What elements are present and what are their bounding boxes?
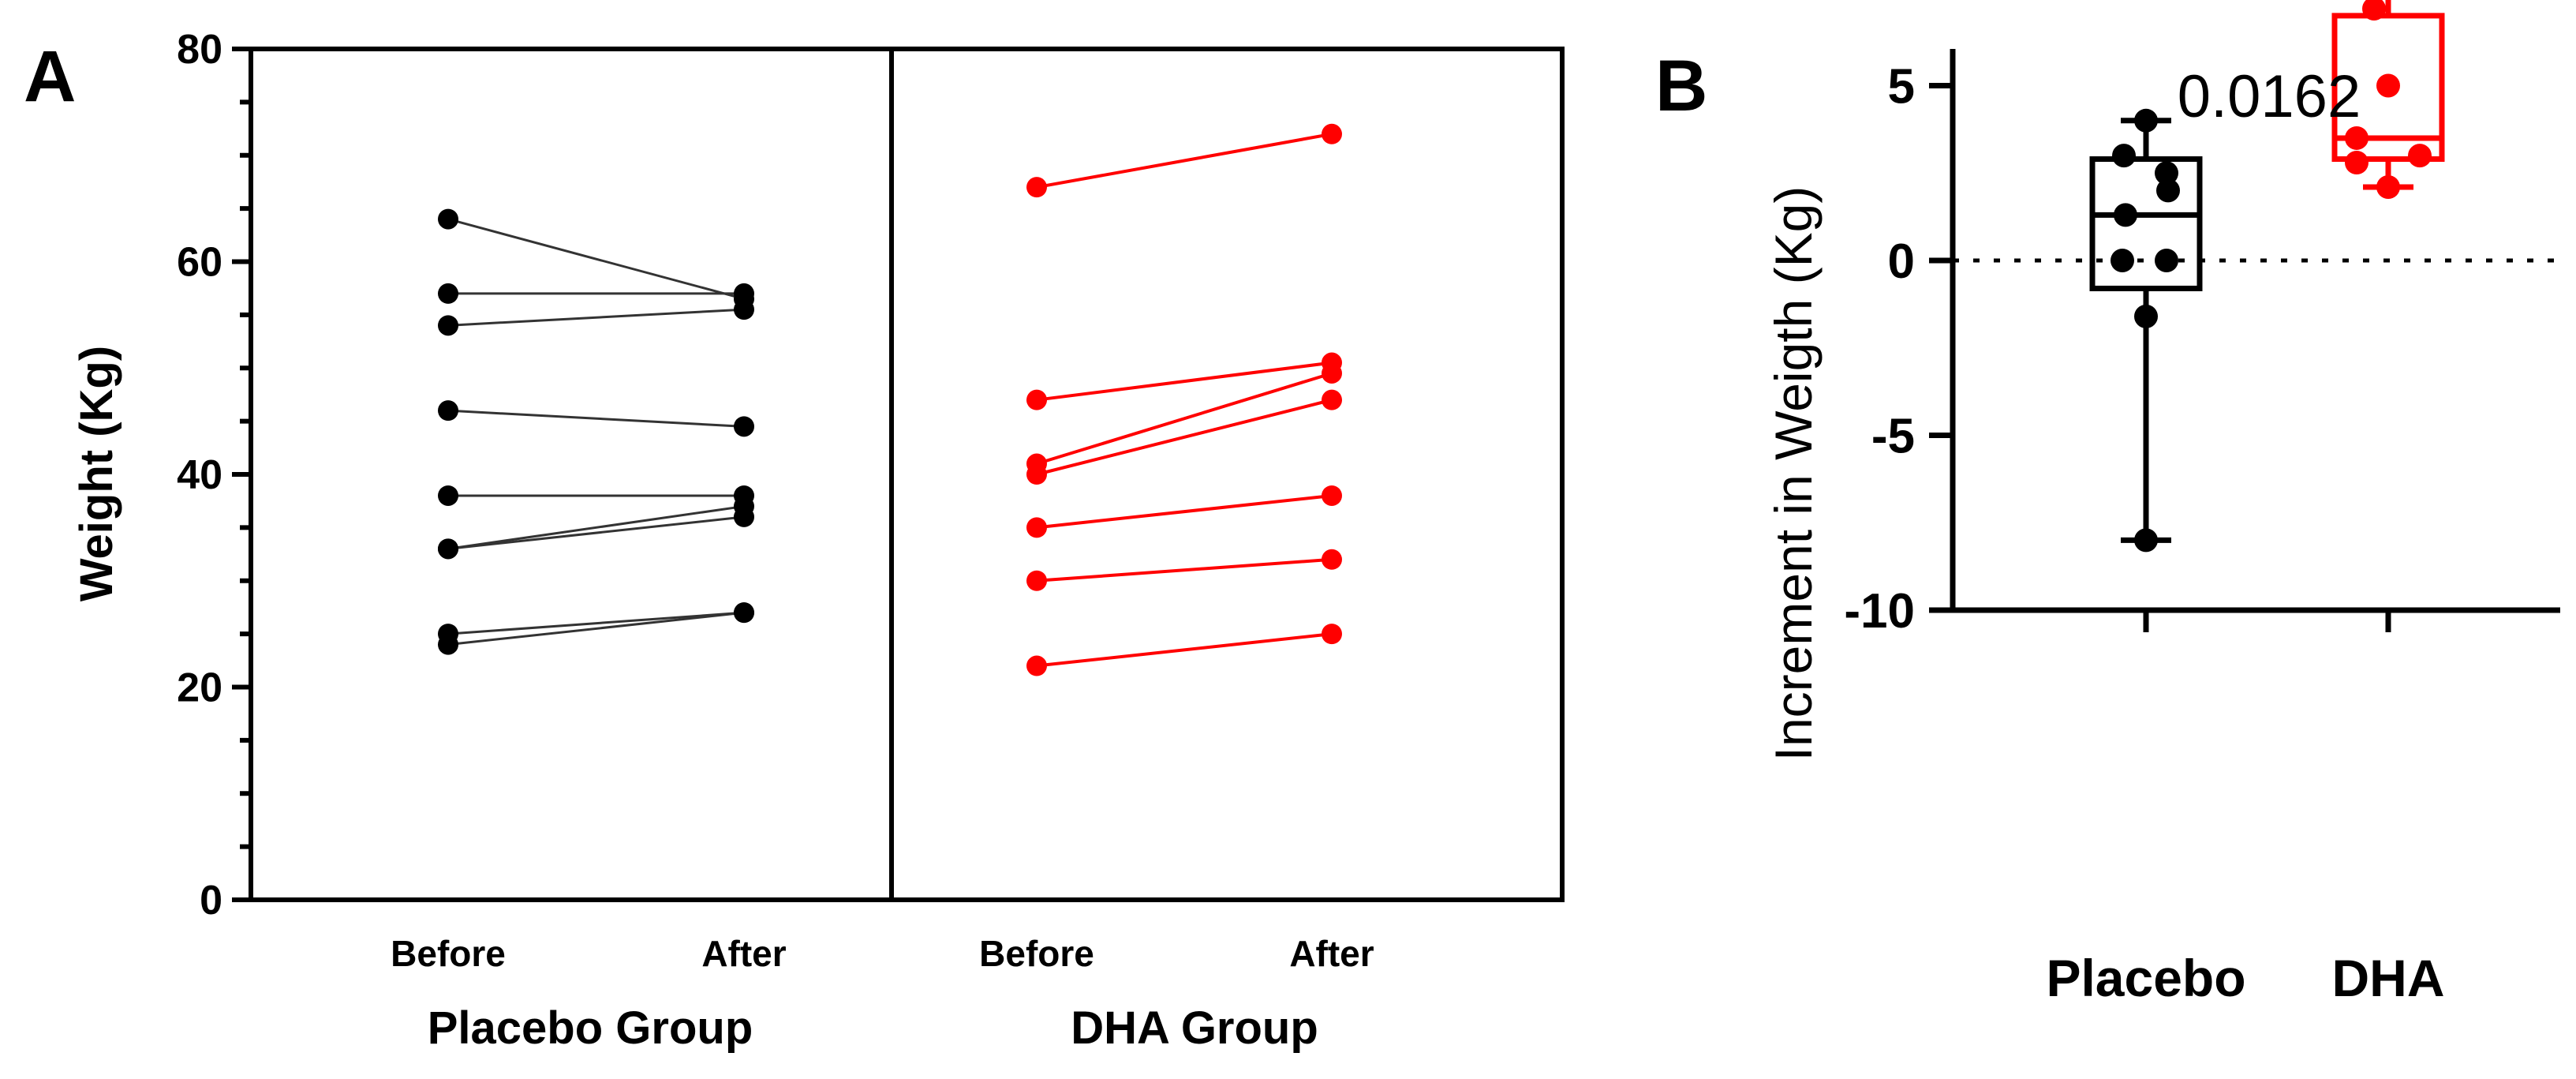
placebo-after-point bbox=[734, 416, 754, 437]
dha-pair-line bbox=[1036, 372, 1333, 466]
placebo-data-point bbox=[2155, 249, 2178, 272]
dha-before-point bbox=[1026, 570, 1047, 591]
dha-before-point bbox=[1026, 389, 1047, 410]
placebo-data-point bbox=[2134, 528, 2158, 553]
placebo-data-point bbox=[2155, 161, 2178, 185]
dha-data-point bbox=[2408, 144, 2432, 168]
placebo-data-point bbox=[2134, 304, 2158, 328]
placebo-before-point bbox=[438, 283, 458, 304]
dha-pair-line bbox=[1036, 632, 1333, 668]
y-tick-label: 0 bbox=[200, 878, 222, 924]
placebo-after-point bbox=[734, 299, 754, 320]
dha-data-point bbox=[2376, 73, 2400, 98]
dha-category-label: DHA bbox=[2332, 949, 2445, 1007]
dha-data-point bbox=[2345, 126, 2368, 150]
placebo-pair-line bbox=[447, 611, 745, 646]
placebo-data-point bbox=[2112, 144, 2136, 168]
placebo-category-label: Placebo bbox=[2046, 949, 2245, 1007]
y-tick-label: 60 bbox=[177, 240, 222, 286]
placebo-group-label: Placebo Group bbox=[428, 1002, 753, 1054]
placebo-data-point bbox=[2134, 108, 2158, 133]
dha-before-point bbox=[1026, 517, 1047, 538]
placebo-before-point bbox=[438, 208, 458, 230]
panel-a-y-axis-title: Weight (Kg) bbox=[71, 346, 122, 601]
panel-b-label: B bbox=[1655, 46, 1707, 126]
placebo-before-point bbox=[438, 485, 458, 506]
panel-b-boxes bbox=[2089, 0, 2445, 543]
y-tick-label: 20 bbox=[177, 665, 222, 711]
placebo-before-point bbox=[438, 538, 458, 560]
dha-pair-line bbox=[1036, 132, 1333, 189]
dha-pair-line bbox=[1036, 557, 1333, 583]
dha-after-point bbox=[1322, 123, 1342, 144]
panel-b-points bbox=[2111, 0, 2432, 553]
panel-a-x-axis: Before After Before After Placebo Group … bbox=[391, 933, 1374, 1054]
placebo-data-point bbox=[2156, 178, 2180, 203]
panel-a-plot-frame bbox=[249, 47, 1565, 902]
dha-pair-line bbox=[1036, 361, 1333, 402]
placebo-pair-line bbox=[447, 515, 745, 550]
panel-a-paired-lines bbox=[447, 132, 1333, 668]
placebo-after-point bbox=[734, 506, 754, 527]
panel-a-points bbox=[438, 123, 1342, 676]
panel-b: B Increment in Weigth (Kg) -10-50510 0.0… bbox=[1655, 0, 2560, 1007]
dha-before-label: Before bbox=[979, 933, 1094, 974]
panel-b-y-axis: -10-50510 bbox=[1844, 49, 2560, 639]
placebo-pair-line bbox=[447, 611, 745, 635]
dha-pair-line bbox=[1036, 398, 1333, 476]
y-tick-label: 5 bbox=[1888, 60, 1915, 114]
dha-after-point bbox=[1322, 624, 1342, 645]
placebo-pair-line bbox=[447, 218, 745, 301]
placebo-pair-line bbox=[447, 504, 745, 550]
panel-a-y-axis: 0 20 40 60 80 bbox=[177, 27, 251, 924]
panel-b-x-axis: Placebo DHA bbox=[2046, 949, 2444, 1007]
y-tick-label: 80 bbox=[177, 27, 222, 73]
dha-iqr-box bbox=[2331, 13, 2445, 163]
placebo-iqr-box bbox=[2089, 156, 2203, 291]
dha-after-point bbox=[1322, 485, 1342, 506]
panel-a-label: A bbox=[24, 36, 76, 117]
y-tick-label: 40 bbox=[177, 452, 222, 498]
dha-pair-line bbox=[1036, 493, 1333, 530]
dha-before-point bbox=[1026, 655, 1047, 676]
p-value-label: 0.0162 bbox=[2178, 63, 2361, 130]
placebo-after-point bbox=[734, 602, 754, 624]
y-tick-label: -5 bbox=[1871, 410, 1915, 464]
panel-a: A Weight (Kg) 0 20 40 60 80 Before After Bef… bbox=[24, 27, 1565, 1054]
dha-after-point bbox=[1322, 549, 1342, 570]
placebo-data-point bbox=[2114, 203, 2137, 227]
dha-data-point bbox=[2345, 150, 2368, 174]
y-tick-label: 0 bbox=[1888, 234, 1915, 289]
placebo-before-label: Before bbox=[391, 933, 506, 974]
placebo-before-point bbox=[438, 634, 458, 655]
placebo-pair-line bbox=[447, 409, 745, 428]
placebo-before-point bbox=[438, 400, 458, 421]
y-tick-label: -10 bbox=[1844, 584, 1915, 639]
dha-after-label: After bbox=[1289, 933, 1374, 974]
dha-before-point bbox=[1026, 464, 1047, 485]
dha-after-point bbox=[1322, 389, 1342, 410]
dha-group-label: DHA Group bbox=[1071, 1002, 1318, 1054]
placebo-pair-line bbox=[447, 308, 745, 327]
placebo-before-point bbox=[438, 315, 458, 336]
dha-data-point bbox=[2376, 174, 2400, 199]
placebo-after-label: After bbox=[701, 933, 786, 974]
dha-after-point bbox=[1322, 362, 1342, 384]
significance-annotation: 0.0162 bbox=[2178, 63, 2361, 130]
dha-data-point bbox=[2362, 0, 2386, 21]
dha-before-point bbox=[1026, 177, 1047, 198]
placebo-data-point bbox=[2111, 249, 2134, 272]
placebo-after-point bbox=[734, 283, 754, 304]
panel-b-y-axis-title: Increment in Weigth (Kg) bbox=[1764, 186, 1823, 762]
